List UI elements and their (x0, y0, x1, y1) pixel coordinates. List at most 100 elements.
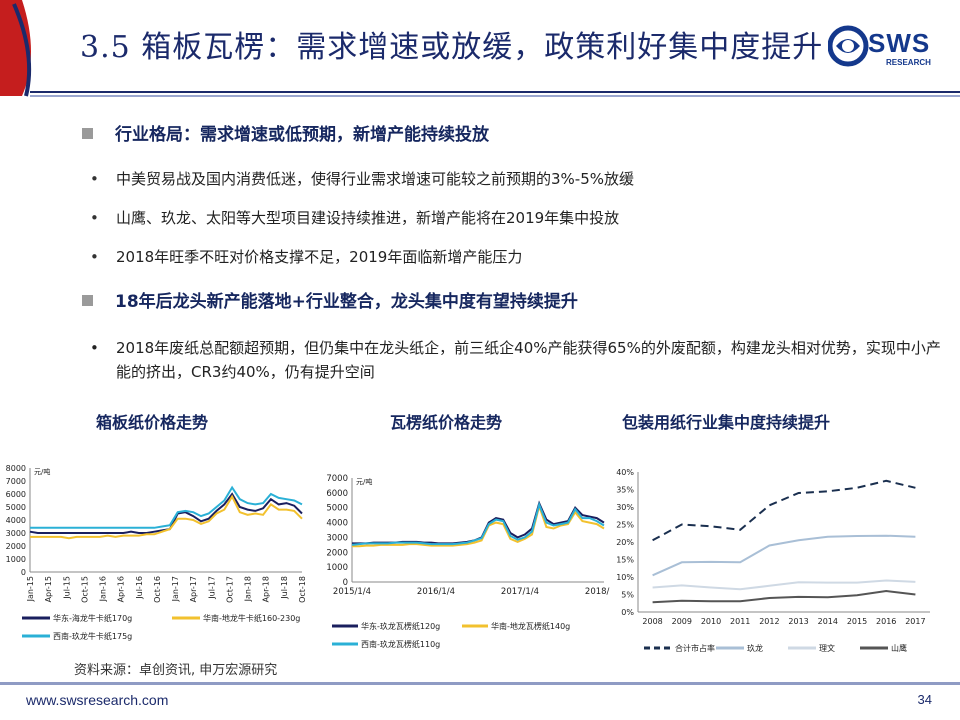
x-tick-label: 2010 (701, 617, 721, 626)
x-tick-label: 2016 (876, 617, 896, 626)
y-tick-label: 7000 (6, 477, 26, 486)
legend-label: 山鹰 (891, 643, 907, 653)
series-line-2 (652, 579, 916, 591)
series-line-2 (351, 501, 605, 546)
section-heading-1-text: 行业格局：需求增速或低预期，新增产能持续投放 (115, 125, 489, 145)
bullet-dot: • (90, 209, 99, 227)
x-tick-label: 2018/1/4 (585, 587, 610, 597)
x-tick-label: 2011 (730, 617, 750, 626)
y-tick-label: 4000 (326, 519, 348, 529)
x-tick-label: Oct-15 (80, 576, 89, 603)
x-tick-label: Oct-16 (153, 576, 162, 603)
legend-label: 玖龙 (747, 643, 763, 653)
y-tick-label: 0% (621, 608, 634, 617)
x-tick-label: 2014 (818, 617, 838, 626)
x-tick-label: Jul-18 (280, 576, 289, 600)
x-tick-label: Jan-18 (244, 576, 253, 602)
x-tick-label: 2015/1/4 (333, 587, 371, 597)
section-heading-1: 行业格局：需求增速或低预期，新增产能持续投放 (82, 120, 489, 145)
x-tick-label: Apr-16 (117, 576, 126, 602)
legend-label: 西南-玖龙瓦楞纸110g (361, 639, 440, 649)
y-tick-label: 3000 (326, 533, 348, 543)
footer-link[interactable]: www.swsresearch.com (26, 692, 169, 708)
legend-label: 华南-地龙瓦楞纸140g (491, 621, 570, 631)
legend-label: 西南-玖龙牛卡纸175g (53, 631, 132, 641)
x-tick-label: Oct-18 (298, 576, 307, 603)
x-tick-label: 2017 (905, 617, 925, 626)
bullet-item: • 中美贸易战及国内消费低迷，使得行业需求增速可能较之前预期的3%-5%放缓 (90, 167, 634, 191)
y-tick-label: 2000 (6, 542, 26, 551)
bullet-text: 中美贸易战及国内消费低迷，使得行业需求增速可能较之前预期的3%-5%放缓 (116, 170, 635, 188)
x-tick-label: Jul-16 (135, 576, 144, 600)
sws-logo-icon (828, 25, 869, 67)
y-tick-label: 25% (616, 521, 634, 530)
y-tick-label: 5000 (6, 503, 26, 512)
footer-divider (0, 682, 960, 685)
chart-title-boxboard: 箱板纸价格走势 (96, 413, 209, 432)
x-tick-label: Oct-17 (225, 576, 234, 603)
x-tick-label: 2008 (642, 617, 662, 626)
y-tick-label: 40% (616, 468, 634, 477)
y-tick-label: 1000 (326, 563, 348, 573)
bullet-item: • 2018年废纸总配额超预期，但仍集中在龙头纸企，前三纸企40%产能获得65%… (90, 336, 950, 384)
x-tick-label: Apr-17 (189, 576, 198, 602)
unit-label: 元/吨 (34, 467, 50, 476)
bullet-text: 2018年旺季不旺对价格支撑不足，2019年面临新增产能压力 (116, 248, 523, 266)
legend-label: 合计市占率 (675, 643, 715, 653)
x-tick-label: 2017/1/4 (501, 587, 539, 597)
y-tick-label: 0 (21, 568, 26, 577)
chart-title-corrugated: 瓦楞纸价格走势 (390, 413, 503, 432)
y-tick-label: 35% (616, 486, 634, 495)
y-tick-label: 5000 (326, 504, 348, 514)
bullet-dot: • (90, 248, 99, 266)
y-tick-label: 1000 (6, 555, 26, 564)
y-tick-label: 0 (343, 578, 348, 588)
y-tick-label: 6000 (6, 490, 26, 499)
bullet-item: • 2018年旺季不旺对价格支撑不足，2019年面临新增产能压力 (90, 245, 522, 269)
y-tick-label: 5% (621, 591, 634, 600)
x-tick-label: 2013 (788, 617, 808, 626)
y-tick-label: 30% (616, 503, 634, 512)
square-bullet-icon (82, 295, 93, 306)
x-tick-label: Apr-18 (262, 576, 271, 602)
x-tick-label: Jul-17 (207, 576, 216, 600)
x-tick-label: 2015 (847, 617, 867, 626)
bullet-item: • 山鹰、玖龙、太阳等大型项目建设持续推进，新增产能将在2019年集中投放 (90, 206, 619, 230)
header-decoration (0, 0, 960, 97)
series-line-1 (352, 502, 605, 548)
y-tick-label: 6000 (326, 489, 348, 499)
series-line-1 (652, 534, 916, 577)
chart-corrugated-price: 0 1000 2000 3000 4000 5000 6000 7000 元/吨 2015/1/4… (326, 474, 610, 649)
source-note: 资料来源：卓创资讯, 申万宏源研究 (74, 663, 278, 678)
legend-label: 华东-海龙牛卡纸170g (53, 613, 132, 623)
page-title: 3.5 箱板瓦楞：需求增速或放缓，政策利好集中度提升 (80, 30, 824, 65)
square-bullet-icon (82, 128, 93, 139)
x-tick-label: Apr-15 (44, 576, 53, 602)
chart-title-concentration: 包装用纸行业集中度持续提升 (622, 413, 831, 432)
x-tick-label: Jan-15 (26, 576, 35, 602)
bullet-dot: • (90, 170, 99, 188)
series-line-2 (30, 485, 303, 529)
bullet-text: 山鹰、玖龙、太阳等大型项目建设持续推进，新增产能将在2019年集中投放 (116, 209, 620, 227)
series-line-0 (652, 479, 916, 542)
y-tick-label: 20% (616, 538, 634, 547)
x-tick-label: 2009 (672, 617, 692, 626)
legend-label: 华南-地龙牛卡纸160-230g (203, 613, 300, 623)
x-tick-label: 2012 (759, 617, 779, 626)
chart-industry-concentration: 0% 5% 10% 15% 20% 25% 30% 35% 40% 2008 2009 2010 201… (616, 468, 930, 653)
section-heading-2-text: 18年后龙头新产能落地+行业整合，龙头集中度有望持续提升 (115, 292, 578, 312)
y-tick-label: 10% (616, 573, 634, 582)
y-tick-label: 4000 (6, 516, 26, 525)
chart-boxboard-price: 0 1000 2000 3000 4000 5000 6000 7000 8000 元/吨 Jan-… (6, 464, 307, 641)
x-tick-label: Jan-17 (171, 576, 180, 602)
legend-label: 华东-玖龙瓦楞纸120g (361, 621, 440, 631)
bullet-text: 2018年废纸总配额超预期，但仍集中在龙头纸企，前三纸企40%产能获得65%的外… (116, 339, 941, 381)
y-tick-label: 15% (616, 556, 634, 565)
unit-label: 元/吨 (356, 477, 372, 486)
y-tick-label: 8000 (6, 464, 26, 473)
x-tick-label: Jul-15 (62, 576, 71, 600)
x-tick-label: Jan-16 (99, 576, 108, 602)
legend-label: 理文 (819, 643, 835, 653)
section-heading-2: 18年后龙头新产能落地+行业整合，龙头集中度有望持续提升 (82, 287, 578, 312)
logo-text: SWS (868, 28, 931, 58)
